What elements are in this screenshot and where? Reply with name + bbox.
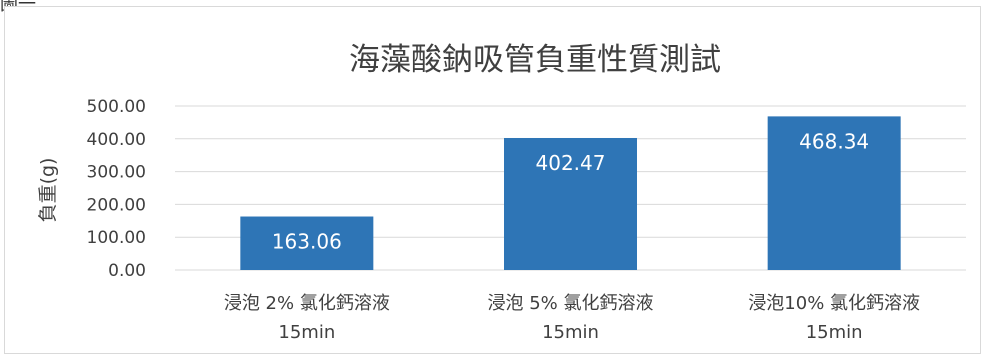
y-axis-label: 負重(g)	[37, 158, 59, 223]
x-tick-label: 15min	[278, 322, 335, 343]
x-tick-label: 15min	[542, 322, 599, 343]
y-tick-label: 200.00	[87, 195, 146, 215]
y-tick-label: 100.00	[87, 228, 146, 248]
y-tick-label: 300.00	[87, 163, 146, 183]
bar	[240, 216, 374, 270]
data-label: 402.47	[536, 151, 606, 175]
chart-title: 海藻酸鈉吸管負重性質測試	[349, 42, 721, 78]
bar	[767, 116, 901, 270]
x-tick-label: 浸泡10% 氯化鈣溶液	[748, 293, 920, 314]
y-tick-label: 500.00	[87, 97, 146, 117]
x-tick-label: 浸泡 2% 氯化鈣溶液	[224, 293, 390, 314]
y-tick-label: 0.00	[108, 261, 146, 281]
data-label: 468.34	[799, 129, 869, 153]
y-tick-label: 400.00	[87, 130, 146, 150]
data-label: 163.06	[272, 230, 342, 254]
x-tick-label: 15min	[806, 322, 863, 343]
bar	[504, 137, 637, 270]
x-tick-label: 浸泡 5% 氯化鈣溶液	[488, 293, 654, 314]
